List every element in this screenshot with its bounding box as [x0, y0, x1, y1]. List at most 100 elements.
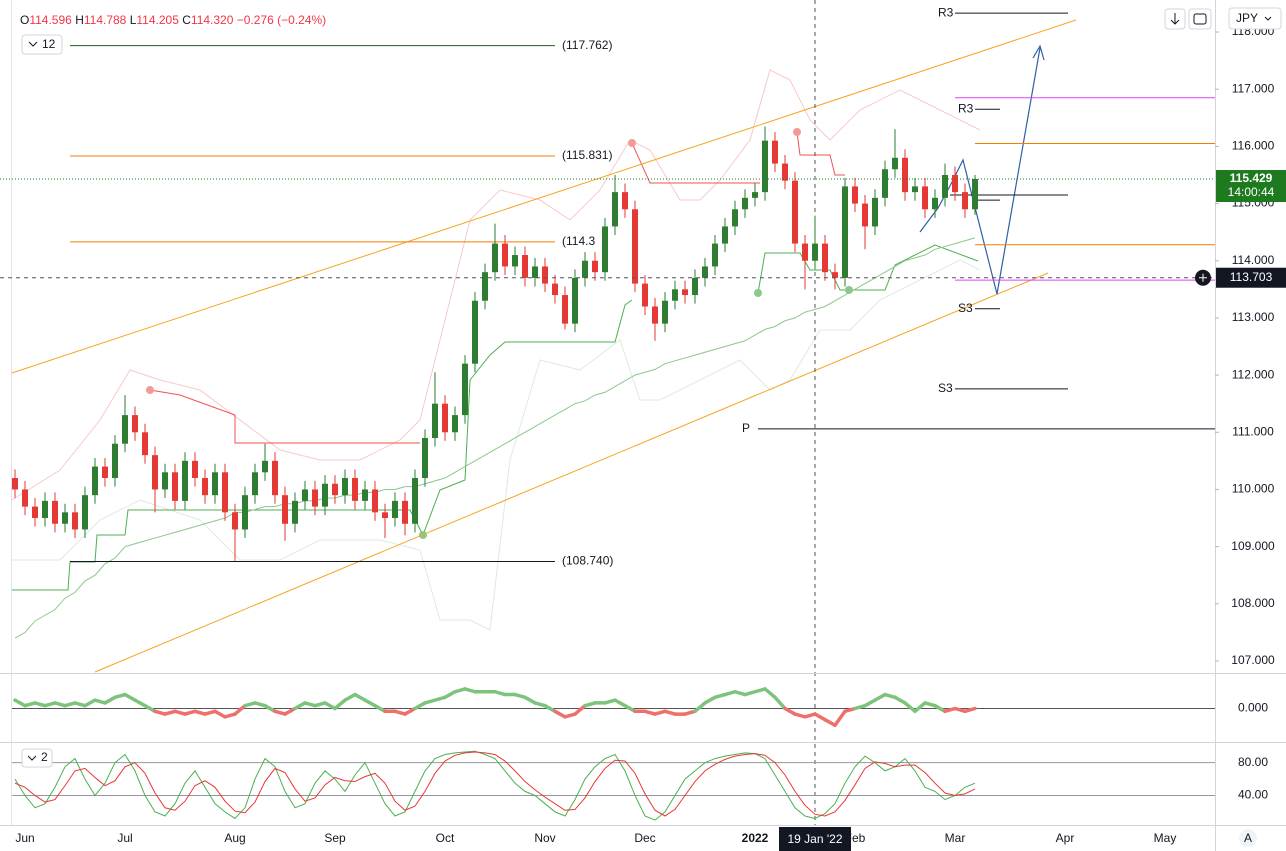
oscillator-segment: [13, 698, 27, 708]
button-box[interactable]: [1188, 8, 1212, 30]
x-tick-label: Apr: [1056, 831, 1075, 845]
currency-label: JPY: [1236, 11, 1258, 25]
candle-body: [542, 266, 548, 284]
toggle-box[interactable]: [21, 748, 53, 768]
candle-body: [802, 243, 808, 261]
oscillator-segment: [233, 703, 247, 716]
candle-body: [872, 197, 878, 227]
candle-body: [612, 192, 618, 227]
ohlc-key: H: [75, 13, 84, 27]
signal-dot: [146, 386, 154, 394]
candle-body: [562, 295, 568, 324]
moving-average: [14, 237, 976, 639]
candle-body: [22, 489, 28, 507]
refresh-button[interactable]: [1188, 8, 1212, 30]
candle-body: [532, 266, 538, 278]
add-button[interactable]: [1195, 269, 1211, 286]
oscillator-segment: [373, 703, 387, 714]
oscillator-segment: [573, 703, 587, 716]
candle-body: [662, 300, 668, 324]
oscillator-segment: [523, 695, 537, 705]
candle-body: [332, 483, 338, 496]
candle-body: [462, 363, 468, 416]
candle-body: [932, 197, 938, 210]
oscillator-segment: [863, 698, 877, 708]
ohlc-value: 114.320: [191, 13, 234, 27]
currency-select[interactable]: JPY: [1228, 7, 1282, 30]
oscillator-segment: [773, 695, 787, 711]
last-price-label: 115.429: [1230, 171, 1273, 185]
x-tick-label: Nov: [534, 831, 555, 845]
candle-body: [272, 460, 278, 496]
candle-body: [862, 203, 868, 227]
icon: [1170, 13, 1180, 25]
oscillator-segment: [813, 712, 827, 722]
y-tick-label: 0.000: [1238, 701, 1268, 715]
candle-body: [442, 403, 448, 433]
candle-body: [752, 192, 758, 198]
oscillator-segment: [833, 709, 847, 727]
candle-body: [712, 243, 718, 267]
candle-body: [282, 495, 288, 524]
toggle-box[interactable]: [21, 34, 63, 55]
candle-body: [822, 243, 828, 273]
candle-body: [502, 243, 508, 267]
level-label: (117.762): [562, 38, 612, 52]
oscillator-segment: [103, 695, 117, 705]
candle-body: [812, 243, 818, 261]
candle-body: [762, 140, 768, 193]
interval-toggle[interactable]: 12: [21, 34, 63, 55]
candle-body: [432, 403, 438, 438]
candle-body: [262, 460, 268, 473]
candle-body: [252, 472, 258, 496]
x-tick-label: Dec: [634, 831, 655, 845]
pivot-label: R3: [938, 5, 954, 19]
oscillator-segment: [443, 690, 457, 700]
oscillator-segment: [353, 692, 367, 702]
candle-body: [312, 489, 318, 507]
oscillator-segment: [123, 692, 137, 702]
candle-body: [182, 460, 188, 501]
oscillator-segment: [873, 692, 887, 702]
crosshair-price-badge: [1216, 267, 1286, 288]
download-button[interactable]: [1164, 8, 1186, 30]
candle-body: [192, 460, 198, 479]
y-tick-label: 107.000: [1231, 653, 1275, 667]
candle-body: [682, 289, 688, 296]
candle-body: [852, 186, 858, 204]
candle-body: [172, 472, 178, 501]
candle-body: [52, 500, 58, 524]
candle-body: [352, 478, 358, 501]
candle-body: [482, 272, 488, 301]
candle-body: [12, 478, 18, 490]
candle-body: [642, 283, 648, 307]
select-box[interactable]: [1228, 7, 1282, 30]
crosshair-date-label: 19 Jan '22: [787, 832, 842, 846]
y-tick-label: 111.000: [1232, 424, 1274, 438]
oscillator-segment: [263, 703, 277, 714]
stochastic-line: [14, 750, 976, 821]
button-circle[interactable]: [1239, 829, 1257, 847]
ohlc-change: −0.276 (−0.24%): [237, 13, 326, 27]
y-tick-label: 112.000: [1232, 367, 1275, 381]
candle-body: [892, 157, 898, 170]
candle-body: [632, 209, 638, 284]
interval-label: 12: [42, 37, 56, 51]
oscillator-segment: [283, 706, 297, 716]
oscillator-segment: [893, 695, 907, 705]
candle-body: [882, 169, 888, 198]
x-tick-label: May: [1154, 831, 1177, 845]
candle-body: [962, 192, 968, 210]
candle-body: [702, 266, 708, 278]
candle-body: [672, 289, 678, 301]
candle-body: [382, 512, 388, 519]
pivot-label: S3: [958, 301, 973, 315]
y-tick-label: 40.00: [1238, 788, 1268, 802]
ohlc-legend: O114.596 H114.788 L114.205 C114.320 −0.2…: [20, 13, 326, 27]
auto-scale-button[interactable]: A: [1239, 829, 1257, 847]
ohlc-key: C: [182, 13, 191, 27]
stochastic-toggle[interactable]: 2: [21, 748, 53, 768]
add-icon-plus: [1199, 273, 1207, 282]
candle-body: [322, 483, 328, 507]
